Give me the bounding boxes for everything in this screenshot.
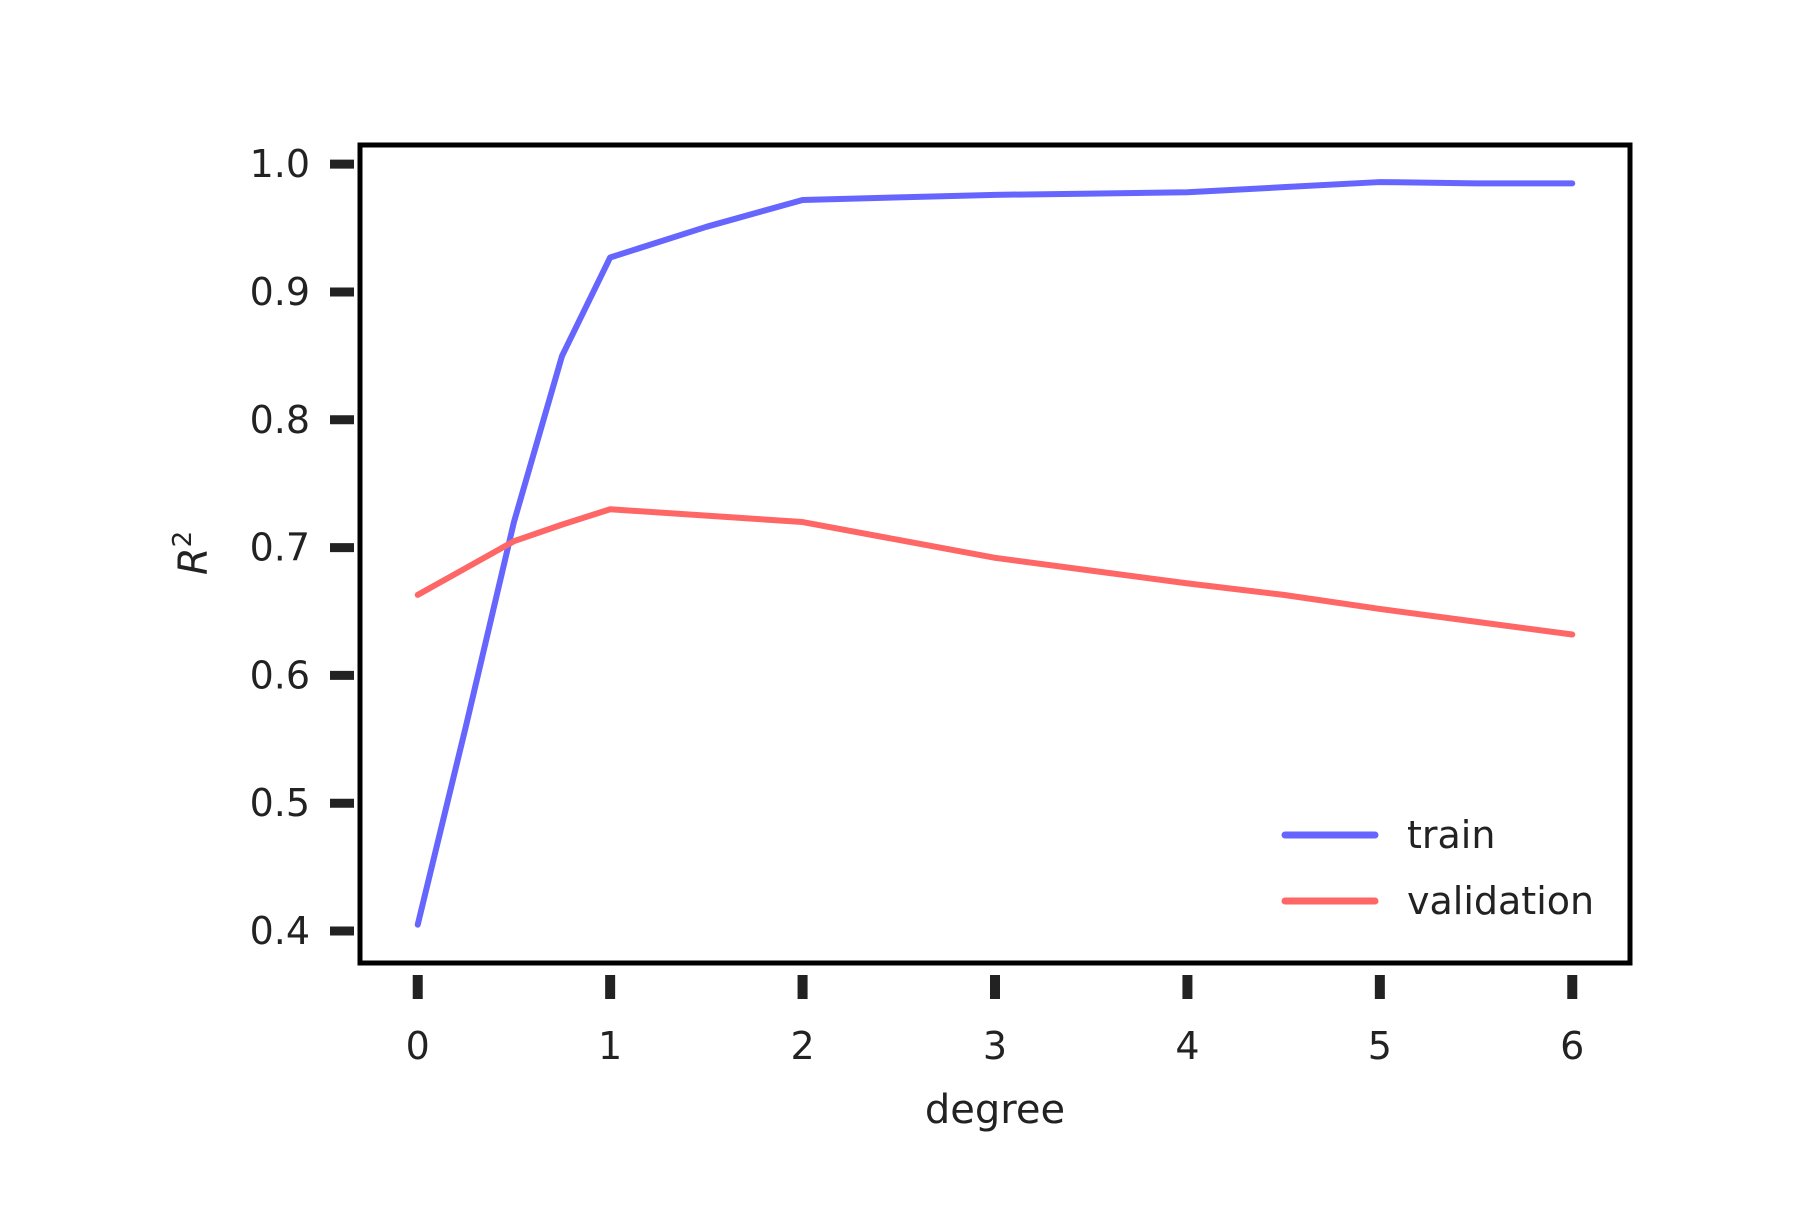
x-tick-label: 1: [598, 1024, 622, 1068]
axes-frame: [357, 142, 1633, 966]
x-axis-title: degree: [925, 1087, 1065, 1133]
plot-area: [414, 179, 1576, 928]
legend: train validation: [1281, 813, 1594, 923]
x-tick-label: 5: [1368, 1024, 1392, 1068]
y-tick-label: 0.6: [250, 653, 310, 697]
y-axis-title-base: R: [171, 547, 217, 575]
x-axis: 0 1 2 3 4 5 6: [406, 975, 1584, 1068]
axes-border: [357, 142, 1633, 966]
y-axis-title: R2: [168, 531, 217, 575]
x-tick-label: 2: [790, 1024, 814, 1068]
y-tick-label: 0.4: [250, 909, 310, 953]
series-line-validation: [414, 506, 1576, 638]
x-tick-label: 6: [1560, 1024, 1584, 1068]
y-axis: 0.4 0.5 0.6 0.7 0.8 0.9 1.0: [250, 142, 354, 953]
y-tick-label: 0.8: [250, 398, 310, 442]
y-tick-label: 0.9: [250, 270, 310, 314]
legend-label-validation: validation: [1407, 879, 1594, 923]
legend-label-train: train: [1407, 813, 1495, 857]
y-axis-title-superscript: 2: [168, 531, 198, 548]
x-tick-label: 3: [983, 1024, 1007, 1068]
series-line-train: [414, 179, 1576, 928]
x-tick-label: 0: [406, 1024, 430, 1068]
y-tick-label: 0.7: [250, 526, 310, 570]
x-tick-label: 4: [1175, 1024, 1199, 1068]
y-tick-label: 0.5: [250, 781, 310, 825]
y-tick-label: 1.0: [250, 142, 310, 186]
